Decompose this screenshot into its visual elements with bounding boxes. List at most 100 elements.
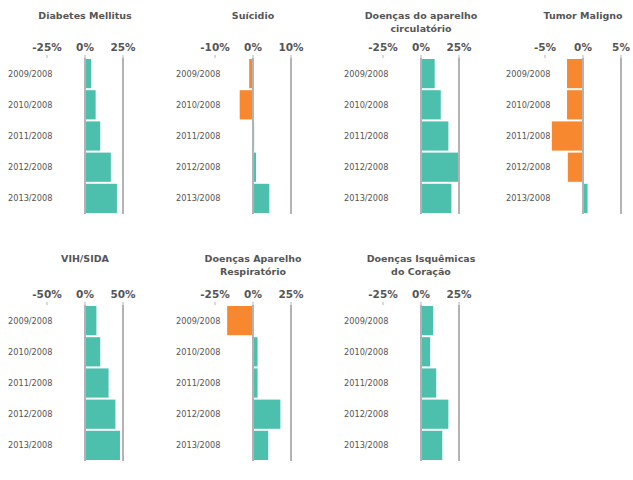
- tick-mark: [47, 55, 48, 58]
- range-end: [122, 58, 124, 214]
- category-label: 2011/2008: [344, 131, 388, 141]
- tick-mark: [459, 55, 460, 58]
- baseline: [84, 305, 86, 461]
- tick-label: 25%: [110, 41, 136, 53]
- category-label: 2009/2008: [344, 69, 388, 79]
- bars: [227, 306, 280, 460]
- bar: [253, 184, 269, 213]
- tick-mark: [291, 302, 292, 305]
- category-label: 2013/2008: [344, 440, 388, 450]
- chart-grid: Diabetes Mellitus -25% 0% 25% 2009/2008 2010/…: [0, 0, 633, 480]
- bar: [85, 184, 117, 213]
- category-label: 2009/2008: [8, 316, 52, 326]
- tick-label: 0%: [76, 41, 94, 53]
- bar: [421, 59, 435, 88]
- tick-mark: [291, 55, 292, 58]
- tick-label: -25%: [368, 41, 398, 53]
- baseline: [582, 58, 584, 214]
- bar: [421, 153, 458, 182]
- bar: [421, 184, 451, 213]
- category-label: 2010/2008: [176, 347, 220, 357]
- category-label: 2010/2008: [176, 100, 220, 110]
- bar: [421, 368, 436, 397]
- tick-mark: [583, 55, 584, 58]
- category-label: 2013/2008: [344, 193, 388, 203]
- bar: [567, 90, 583, 119]
- tick-mark: [383, 302, 384, 305]
- bar: [85, 400, 115, 429]
- bar: [85, 337, 100, 366]
- bar: [421, 306, 433, 335]
- panel: Doenças Isquêmicasdo Coração-25%0%25%200…: [344, 253, 476, 461]
- category-label: 2011/2008: [176, 131, 220, 141]
- bars: [240, 59, 270, 213]
- tick-mark: [253, 55, 254, 58]
- category-label: 2009/2008: [176, 69, 220, 79]
- category-label: 2011/2008: [8, 378, 52, 388]
- category-label: 2011/2008: [506, 131, 550, 141]
- tick-label: -25%: [368, 288, 398, 300]
- bars: [552, 59, 588, 213]
- tick-mark: [545, 55, 546, 58]
- range-end: [458, 305, 460, 461]
- panel: VIH/SIDA-50%0%50%2009/20082010/20082011/…: [8, 253, 136, 461]
- baseline: [420, 305, 422, 461]
- bar: [421, 431, 442, 460]
- bar: [85, 306, 96, 335]
- tick-label: 0%: [412, 288, 430, 300]
- range-end: [122, 305, 124, 461]
- range-end: [458, 58, 460, 214]
- tick-mark: [47, 302, 48, 305]
- bar: [253, 400, 280, 429]
- panel: Tumor Maligno-5%0%5%2009/20082010/200820…: [506, 10, 630, 214]
- panel: Doenças AparelhoRespiratório-25%0%25%200…: [176, 253, 304, 461]
- tick-mark: [459, 302, 460, 305]
- category-label: 2012/2008: [8, 162, 52, 172]
- bar: [568, 153, 583, 182]
- category-label: 2013/2008: [8, 193, 52, 203]
- tick-label: 0%: [244, 288, 262, 300]
- tick-mark: [85, 302, 86, 305]
- bar: [421, 90, 441, 119]
- tick-mark: [215, 302, 216, 305]
- category-label: 2013/2008: [506, 193, 550, 203]
- category-label: 2012/2008: [176, 162, 220, 172]
- bars: [421, 306, 448, 460]
- tick-label: 0%: [574, 41, 592, 53]
- tick-label: 50%: [110, 288, 136, 300]
- category-label: 2012/2008: [344, 409, 388, 419]
- bars: [85, 59, 117, 213]
- category-label: 2013/2008: [176, 440, 220, 450]
- bar: [240, 90, 253, 119]
- bar: [227, 306, 253, 335]
- bar: [421, 400, 448, 429]
- panel: Diabetes Mellitus-25%0%25%2009/20082010/…: [8, 10, 136, 214]
- chart-title: Doenças Isquêmicasdo Coração: [367, 253, 476, 277]
- tick-mark: [123, 302, 124, 305]
- tick-label: 25%: [446, 41, 472, 53]
- tick-mark: [85, 55, 86, 58]
- category-label: 2009/2008: [506, 69, 550, 79]
- bar: [421, 121, 448, 150]
- tick-mark: [123, 55, 124, 58]
- bars: [421, 59, 458, 213]
- tick-mark: [421, 55, 422, 58]
- tick-mark: [215, 55, 216, 58]
- category-label: 2013/2008: [8, 440, 52, 450]
- category-label: 2009/2008: [344, 316, 388, 326]
- category-label: 2011/2008: [176, 378, 220, 388]
- baseline: [252, 58, 254, 214]
- range-end: [290, 305, 292, 461]
- chart-title: Doenças do aparelhocirculatório: [365, 10, 478, 34]
- chart-title: Diabetes Mellitus: [38, 10, 132, 21]
- category-label: 2011/2008: [8, 131, 52, 141]
- category-label: 2010/2008: [8, 347, 52, 357]
- tick-label: 0%: [412, 41, 430, 53]
- bar: [552, 121, 583, 150]
- bar: [567, 59, 583, 88]
- bar: [85, 153, 111, 182]
- bar: [85, 121, 100, 150]
- tick-mark: [383, 55, 384, 58]
- tick-label: -10%: [200, 41, 230, 53]
- tick-label: 5%: [612, 41, 630, 53]
